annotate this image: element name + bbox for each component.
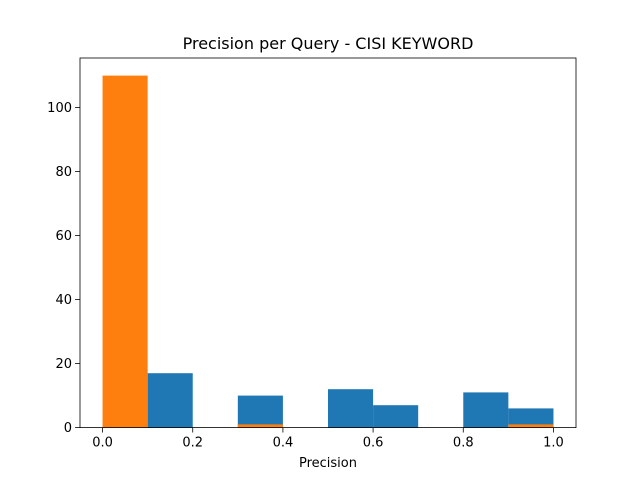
bar-series1-bin-6 xyxy=(373,405,419,428)
y-tick-label: 40 xyxy=(55,293,72,308)
x-tick-label: 0.6 xyxy=(363,436,384,451)
bar-series1-bin-9 xyxy=(508,408,554,428)
x-tick-label: 0.2 xyxy=(182,436,203,451)
y-tick-label: 20 xyxy=(55,357,72,372)
bar-series1-bin-3 xyxy=(237,395,283,428)
bar-series1-bin-1 xyxy=(147,373,193,428)
x-tick-label: 0.4 xyxy=(273,436,294,451)
y-tick-label: 100 xyxy=(47,101,72,116)
x-tick-label: 1.0 xyxy=(543,436,564,451)
y-axis-ticks: 0 20 40 60 80 100 xyxy=(47,101,80,436)
bar-series1-bin-5 xyxy=(328,389,374,428)
chart-title: Precision per Query - CISI KEYWORD xyxy=(183,34,474,53)
y-tick-label: 80 xyxy=(55,165,72,180)
bars-group xyxy=(102,75,554,428)
bar-series2-bin-0 xyxy=(102,75,148,428)
bar-series2-bin-9 xyxy=(508,424,554,428)
x-tick-label: 0.8 xyxy=(453,436,474,451)
y-tick-label: 0 xyxy=(64,421,72,436)
x-axis-label: Precision xyxy=(299,456,357,471)
x-tick-label: 0.0 xyxy=(92,436,113,451)
x-axis-ticks: 0.0 0.2 0.4 0.6 0.8 1.0 xyxy=(92,427,564,451)
plot-frame xyxy=(79,57,577,429)
bar-series1-bin-8 xyxy=(463,392,509,428)
bar-series2-bin-3 xyxy=(237,424,283,428)
y-tick-label: 60 xyxy=(55,229,72,244)
